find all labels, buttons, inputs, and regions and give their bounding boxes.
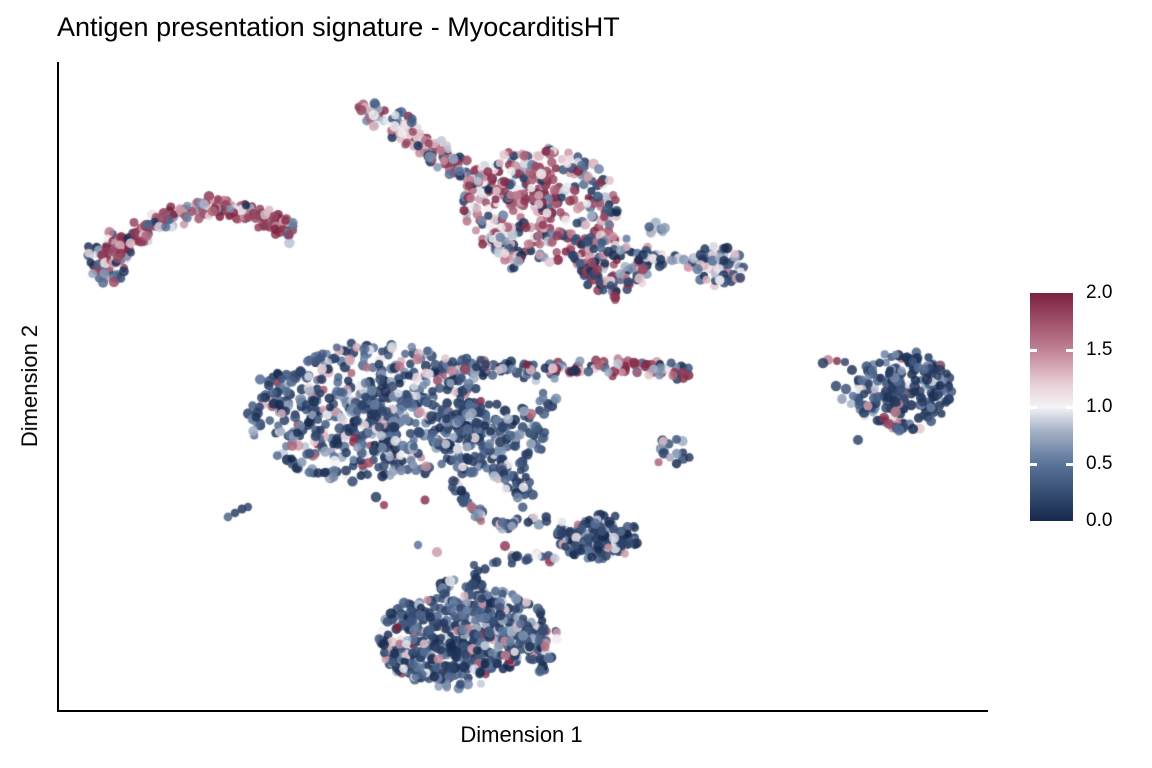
y-axis-label: Dimension 2 <box>17 324 42 448</box>
colorbar-tick-label: 1.5 <box>1086 339 1113 360</box>
chart-title: Antigen presentation signature - Myocard… <box>57 12 620 42</box>
colorbar-tick-notch <box>1066 462 1074 466</box>
colorbar-tick-label: 2.0 <box>1086 282 1113 303</box>
colorbar-tick-notch <box>1066 405 1074 409</box>
colorbar-tick-label: 0.5 <box>1086 453 1113 474</box>
colorbar-tick-notch <box>1066 348 1074 352</box>
plot-axes-frame <box>57 62 988 712</box>
colorbar-gradient <box>1029 293 1074 521</box>
colorbar-legend: 2.0 1.5 1.0 0.5 0.0 <box>1029 282 1112 531</box>
colorbar-tick-notch <box>1029 405 1037 409</box>
colorbar-tick-label: 0.0 <box>1086 510 1113 531</box>
colorbar-tick-notch <box>1029 348 1037 352</box>
colorbar-tick-notch <box>1029 462 1037 466</box>
x-axis-label: Dimension 1 <box>460 722 583 747</box>
colorbar-tick-label: 1.0 <box>1086 396 1113 417</box>
